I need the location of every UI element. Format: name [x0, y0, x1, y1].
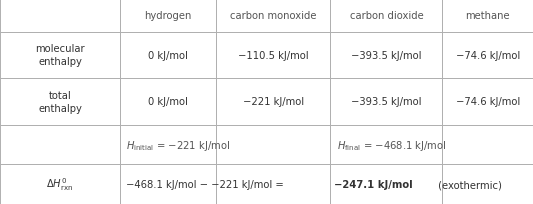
Text: −247.1 kJ/mol: −247.1 kJ/mol — [334, 179, 413, 189]
Text: methane: methane — [465, 11, 510, 21]
Text: −221 kJ/mol: −221 kJ/mol — [243, 97, 304, 107]
Text: −110.5 kJ/mol: −110.5 kJ/mol — [238, 51, 309, 61]
Text: 0 kJ/mol: 0 kJ/mol — [148, 97, 188, 107]
Text: −468.1 kJ/mol − −221 kJ/mol =: −468.1 kJ/mol − −221 kJ/mol = — [126, 179, 287, 189]
Text: −74.6 kJ/mol: −74.6 kJ/mol — [456, 51, 520, 61]
Text: carbon dioxide: carbon dioxide — [350, 11, 423, 21]
Text: carbon monoxide: carbon monoxide — [230, 11, 317, 21]
Text: molecular
enthalpy: molecular enthalpy — [35, 44, 85, 67]
Text: $\mathit{H}_\mathrm{initial}$ = −221 kJ/mol: $\mathit{H}_\mathrm{initial}$ = −221 kJ/… — [126, 138, 231, 152]
Text: −74.6 kJ/mol: −74.6 kJ/mol — [456, 97, 520, 107]
Text: $\mathit{H}_\mathrm{final}$ = −468.1 kJ/mol: $\mathit{H}_\mathrm{final}$ = −468.1 kJ/… — [337, 138, 447, 152]
Text: 0 kJ/mol: 0 kJ/mol — [148, 51, 188, 61]
Text: hydrogen: hydrogen — [144, 11, 191, 21]
Text: total
enthalpy: total enthalpy — [38, 90, 82, 114]
Text: $\Delta \mathit{H}^0_\mathrm{rxn}$: $\Delta \mathit{H}^0_\mathrm{rxn}$ — [46, 176, 74, 192]
Text: (exothermic): (exothermic) — [435, 179, 502, 189]
Text: −393.5 kJ/mol: −393.5 kJ/mol — [351, 97, 422, 107]
Text: −393.5 kJ/mol: −393.5 kJ/mol — [351, 51, 422, 61]
